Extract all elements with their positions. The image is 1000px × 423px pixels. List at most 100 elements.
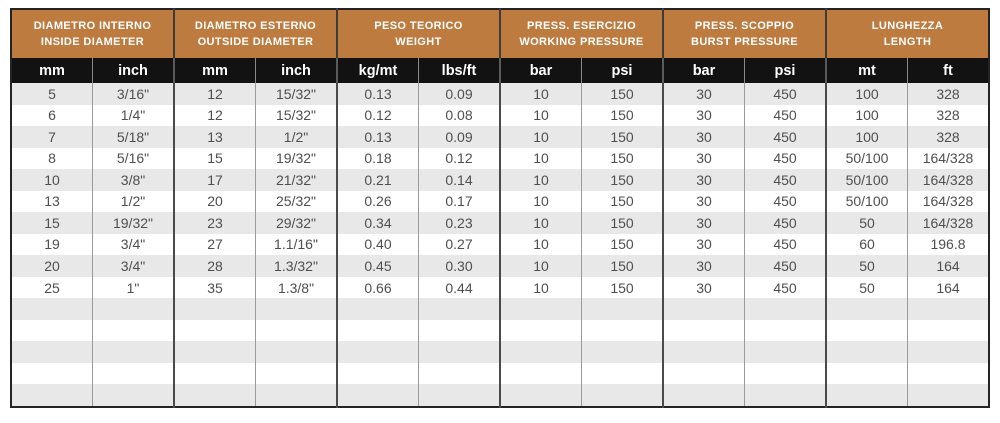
spec-cell: 0.27 <box>418 233 500 256</box>
spec-cell: 0.21 <box>336 169 419 191</box>
spec-cell: 25 <box>44 279 60 296</box>
spec-cell: 35 <box>173 276 256 299</box>
spec-cell: 164/328 <box>907 190 989 213</box>
spec-cell <box>662 341 745 363</box>
spec-cell: 23 <box>173 212 256 234</box>
group-label-it: PESO TEORICO <box>374 19 463 32</box>
spec-cell: 12 <box>173 83 256 105</box>
spec-cell: 30 <box>662 190 745 213</box>
group-label-it: PRESS. ESERCIZIO <box>526 19 637 32</box>
unit-header-mm: mm <box>173 58 256 83</box>
spec-cell: 328 <box>907 83 989 105</box>
spec-cell: 15/32" <box>255 104 337 127</box>
spec-cell: 150 <box>581 276 663 299</box>
spec-cell <box>11 298 93 320</box>
spec-cell: 164 <box>907 255 989 277</box>
spec-cell: 0.13 <box>336 126 419 148</box>
spec-cell <box>11 363 93 385</box>
spec-cell: 3/8" <box>92 169 174 191</box>
spec-cell <box>92 384 174 407</box>
spec-cell <box>92 319 174 342</box>
unit-header-psi: psi <box>744 58 826 83</box>
group-header-row: DIAMETRO INTERNO INSIDE DIAMETER DIAMETR… <box>11 9 989 58</box>
spec-cell: 8 <box>48 150 56 167</box>
spec-cell <box>418 298 500 320</box>
spec-cell: 164/328 <box>907 212 989 234</box>
spec-cell: 0.08 <box>418 104 500 127</box>
spec-cell <box>11 341 93 363</box>
spec-cell: 450 <box>744 126 826 148</box>
spec-cell: 450 <box>744 276 826 299</box>
spec-cell: 196.8 <box>907 233 989 256</box>
spec-cell: 0.14 <box>418 169 500 191</box>
spec-cell: 328 <box>907 104 989 127</box>
spec-cell: 19 <box>44 236 60 253</box>
spec-cell: 3/16" <box>92 83 174 105</box>
spec-cell: 0.66 <box>336 276 419 299</box>
table-row: 6 1/4" 12 15/32" 0.12 0.08 10 150 30 450 100 328 <box>11 104 989 127</box>
spec-cell <box>744 341 826 363</box>
spec-cell: 450 <box>744 147 826 170</box>
group-label-it: DIAMETRO INTERNO <box>33 19 152 32</box>
spec-cell: 1.3/8" <box>255 276 337 299</box>
spec-cell: 27 <box>173 233 256 256</box>
spec-cell <box>499 362 582 385</box>
spec-cell: 450 <box>744 83 826 105</box>
spec-cell <box>418 341 500 363</box>
spec-cell <box>173 319 256 342</box>
group-label-en: INSIDE DIAMETER <box>40 36 145 48</box>
spec-cell: 450 <box>744 233 826 256</box>
spec-cell <box>255 298 337 320</box>
group-label-it: LUNGHEZZA <box>871 19 944 32</box>
spec-cell: 0.45 <box>336 255 419 277</box>
spec-cell <box>92 298 174 320</box>
spec-cell: 450 <box>744 212 826 234</box>
empty-table-row <box>11 362 989 385</box>
empty-table-row <box>11 341 989 363</box>
spec-cell <box>907 298 989 320</box>
spec-cell: 13 <box>44 193 60 210</box>
spec-cell: 450 <box>744 169 826 191</box>
spec-cell: 30 <box>662 126 745 148</box>
spec-cell: 10 <box>499 212 582 234</box>
spec-cell: 30 <box>662 276 745 299</box>
spec-cell: 450 <box>744 104 826 127</box>
spec-cell: 29/32" <box>255 212 337 234</box>
spec-cell: 30 <box>662 147 745 170</box>
spec-cell: 0.44 <box>418 276 500 299</box>
spec-cell: 150 <box>581 126 663 148</box>
group-label-en: BURST PRESSURE <box>690 36 799 48</box>
group-header-length: LUNGHEZZA LENGTH <box>825 9 989 58</box>
spec-cell <box>825 341 908 363</box>
spec-sheet: DIAMETRO INTERNO INSIDE DIAMETER DIAMETR… <box>10 8 990 408</box>
spec-cell: 1.3/32" <box>255 255 337 277</box>
spec-cell: 150 <box>581 233 663 256</box>
spec-cell: 21/32" <box>255 169 337 191</box>
group-label-en: WORKING PRESSURE <box>519 36 644 48</box>
spec-cell: 20 <box>44 258 60 275</box>
spec-cell: 1/4" <box>92 104 174 127</box>
spec-cell <box>581 298 663 320</box>
group-label-en: WEIGHT <box>395 36 442 48</box>
group-header-working-pressure: PRESS. ESERCIZIO WORKING PRESSURE <box>499 9 663 58</box>
spec-cell: 30 <box>662 104 745 127</box>
spec-cell <box>744 319 826 342</box>
spec-cell: 50 <box>825 276 908 299</box>
spec-cell: 50/100 <box>825 190 908 213</box>
spec-cell: 0.34 <box>336 212 419 234</box>
spec-cell: 164 <box>907 276 989 299</box>
spec-cell: 0.26 <box>336 190 419 213</box>
spec-cell: 7 <box>48 128 56 145</box>
spec-cell: 30 <box>662 233 745 256</box>
spec-cell <box>662 384 745 407</box>
spec-cell: 1/2" <box>92 190 174 213</box>
spec-cell: 50 <box>825 255 908 277</box>
spec-cell <box>581 341 663 363</box>
table-row: 13 1/2" 20 25/32" 0.26 0.17 10 150 30 450 50/100 16… <box>11 190 989 213</box>
spec-cell: 150 <box>581 83 663 105</box>
spec-cell: 1.1/16" <box>255 233 337 256</box>
spec-cell: 164/328 <box>907 169 989 191</box>
spec-cell: 6 <box>48 107 56 124</box>
spec-cell <box>744 384 826 407</box>
spec-cell: 15 <box>44 214 60 231</box>
